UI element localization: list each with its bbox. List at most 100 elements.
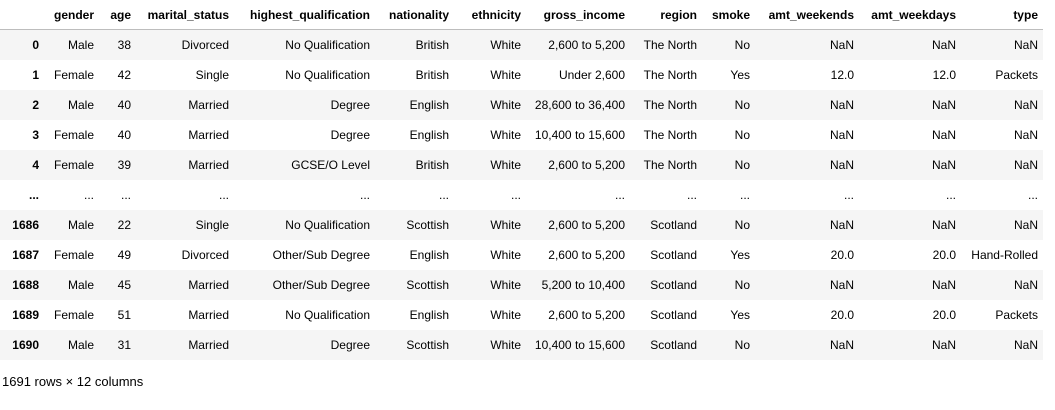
cell-marital-status: Divorced [181, 248, 229, 262]
column-header-region: region [630, 0, 702, 30]
cell-marital-status: Divorced [181, 38, 229, 52]
cell-region: Scotland [650, 308, 697, 322]
cell-nationality: English [409, 128, 449, 142]
dataframe-output: gender age marital_status highest_qualifica… [0, 0, 1043, 360]
cell-highest-qualification: Other/Sub Degree [272, 248, 370, 262]
cell-ethnicity: ... [510, 188, 521, 202]
cell-highest-qualification: Degree [330, 128, 370, 142]
cell-gross-income: 28,600 to 36,400 [534, 98, 625, 112]
cell-smoke: ... [739, 188, 750, 202]
cell-gross-income: 2,600 to 5,200 [548, 158, 625, 172]
cell-highest-qualification: ... [359, 188, 370, 202]
cell-amt-weekdays: 20.0 [932, 248, 956, 262]
cell-gender: Male [67, 218, 94, 232]
cell-amt-weekends: ... [843, 188, 854, 202]
cell-region: Scotland [650, 278, 697, 292]
column-header-marital-status: marital_status [136, 0, 234, 30]
cell-age: ... [120, 188, 131, 202]
cell-nationality: Scottish [406, 218, 449, 232]
column-header-amt-weekdays: amt_weekdays [859, 0, 961, 30]
row-index: 4 [32, 158, 39, 172]
table-header: gender age marital_status highest_qualifica… [0, 0, 1043, 30]
table-row: 2 Male 40 Married Degree English White 28,600 t… [0, 90, 1043, 120]
cell-region: The North [643, 98, 697, 112]
cell-age: 40 [117, 128, 131, 142]
cell-gross-income: 2,600 to 5,200 [548, 38, 625, 52]
column-header-amt-weekends: amt_weekends [755, 0, 859, 30]
cell-type: NaN [1013, 338, 1038, 352]
cell-amt-weekdays: NaN [931, 128, 956, 142]
cell-ethnicity: White [490, 98, 521, 112]
cell-nationality: English [409, 308, 449, 322]
row-index: 1689 [12, 308, 39, 322]
cell-ethnicity: White [490, 38, 521, 52]
cell-type: Packets [995, 308, 1038, 322]
cell-amt-weekends: NaN [829, 218, 854, 232]
cell-amt-weekends: NaN [829, 158, 854, 172]
cell-gender: Female [53, 248, 94, 262]
table-row: 0 Male 38 Divorced No Qualification British Wh… [0, 29, 1043, 60]
dataframe-shape-label: 1691 rows × 12 columns [2, 374, 144, 389]
cell-amt-weekdays: NaN [931, 98, 956, 112]
cell-type: Packets [995, 68, 1038, 82]
cell-type: NaN [1013, 158, 1038, 172]
cell-age: 49 [117, 248, 131, 262]
cell-age: 45 [117, 278, 131, 292]
column-header-nationality: nationality [375, 0, 454, 30]
cell-marital-status: Married [188, 128, 229, 142]
cell-age: 39 [117, 158, 131, 172]
column-header-gross-income: gross_income [526, 0, 630, 30]
cell-amt-weekends: 12.0 [830, 68, 854, 82]
cell-amt-weekends: NaN [829, 278, 854, 292]
cell-gender: Male [67, 278, 94, 292]
cell-amt-weekdays: NaN [931, 158, 956, 172]
table-row: ....................................... [0, 180, 1043, 210]
cell-highest-qualification: No Qualification [285, 68, 370, 82]
cell-highest-qualification: No Qualification [285, 308, 370, 322]
table-row: 1687 Female 49 Divorced Other/Sub Degree Engl… [0, 240, 1043, 270]
cell-nationality: ... [438, 188, 449, 202]
cell-region: Scotland [650, 218, 697, 232]
cell-amt-weekends: 20.0 [830, 248, 854, 262]
dataframe-table: gender age marital_status highest_qualifica… [0, 0, 1043, 360]
cell-gross-income: 5,200 to 10,400 [541, 278, 625, 292]
cell-smoke: No [734, 38, 750, 52]
column-header-ethnicity: ethnicity [454, 0, 526, 30]
cell-amt-weekdays: 12.0 [932, 68, 956, 82]
column-header-highest-qualification: highest_qualification [234, 0, 375, 30]
cell-gross-income: ... [614, 188, 625, 202]
cell-smoke: No [734, 218, 750, 232]
cell-type: NaN [1013, 128, 1038, 142]
cell-age: 42 [117, 68, 131, 82]
column-header-gender: gender [44, 0, 99, 30]
cell-ethnicity: White [490, 338, 521, 352]
cell-gross-income: 2,600 to 5,200 [548, 308, 625, 322]
cell-amt-weekends: NaN [829, 338, 854, 352]
cell-ethnicity: White [490, 248, 521, 262]
cell-type: NaN [1013, 218, 1038, 232]
cell-highest-qualification: Degree [330, 338, 370, 352]
cell-nationality: English [409, 248, 449, 262]
cell-smoke: Yes [730, 308, 750, 322]
cell-ethnicity: White [490, 128, 521, 142]
table-row: 1686 Male 22 Single No Qualification Scottish… [0, 210, 1043, 240]
table-row: 1690 Male 31 Married Degree Scottish White 10,4… [0, 330, 1043, 360]
row-index: 0 [32, 38, 39, 52]
cell-region: ... [686, 188, 697, 202]
cell-nationality: British [415, 68, 449, 82]
cell-marital-status: Single [195, 68, 229, 82]
header-row: gender age marital_status highest_qualifica… [0, 0, 1043, 30]
cell-nationality: Scottish [406, 338, 449, 352]
index-header [0, 0, 44, 30]
cell-gender: Male [67, 98, 94, 112]
cell-amt-weekdays: 20.0 [932, 308, 956, 322]
cell-amt-weekends: NaN [829, 98, 854, 112]
cell-smoke: Yes [730, 248, 750, 262]
cell-ethnicity: White [490, 68, 521, 82]
column-header-age: age [99, 0, 136, 30]
cell-marital-status: Married [188, 338, 229, 352]
cell-gender: ... [83, 188, 94, 202]
cell-amt-weekdays: NaN [931, 338, 956, 352]
cell-amt-weekends: NaN [829, 38, 854, 52]
cell-age: 38 [117, 38, 131, 52]
